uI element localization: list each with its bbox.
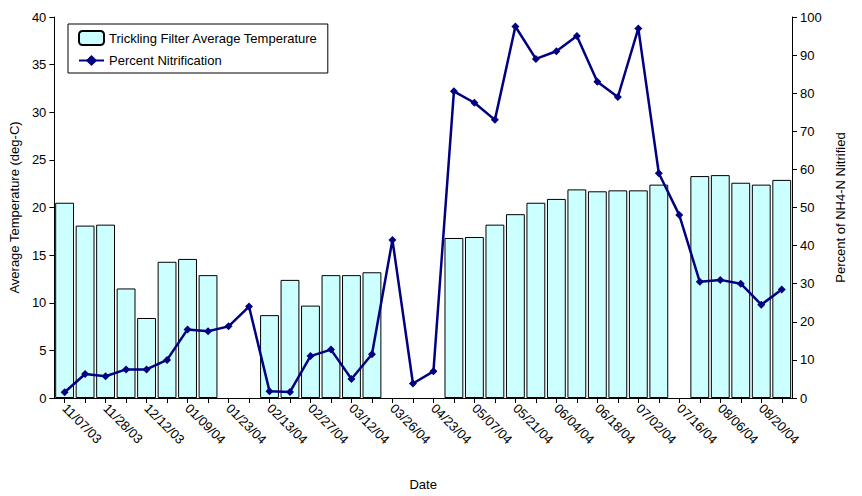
svg-text:10: 10 bbox=[32, 295, 46, 310]
svg-text:5: 5 bbox=[39, 343, 46, 358]
svg-text:Trickling Filter Average Tempe: Trickling Filter Average Temperature bbox=[109, 31, 317, 46]
svg-text:06/18/04: 06/18/04 bbox=[592, 401, 638, 447]
svg-text:07/16/04: 07/16/04 bbox=[674, 401, 720, 447]
svg-text:Percent of NH4-N Nitrified: Percent of NH4-N Nitrified bbox=[833, 132, 848, 282]
svg-text:01/09/04: 01/09/04 bbox=[182, 401, 228, 447]
svg-text:100: 100 bbox=[800, 10, 822, 25]
svg-text:11/28/03: 11/28/03 bbox=[100, 401, 146, 447]
svg-text:08/06/04: 08/06/04 bbox=[715, 401, 761, 447]
svg-text:40: 40 bbox=[32, 10, 46, 25]
svg-text:15: 15 bbox=[32, 248, 46, 263]
svg-text:40: 40 bbox=[800, 238, 814, 253]
svg-text:07/02/04: 07/02/04 bbox=[633, 401, 679, 447]
svg-text:20: 20 bbox=[800, 314, 814, 329]
svg-text:08/20/04: 08/20/04 bbox=[756, 401, 802, 447]
svg-text:06/04/04: 06/04/04 bbox=[551, 401, 597, 447]
svg-text:0: 0 bbox=[39, 391, 46, 406]
svg-text:20: 20 bbox=[32, 200, 46, 215]
svg-text:0: 0 bbox=[800, 391, 807, 406]
svg-text:01/23/04: 01/23/04 bbox=[223, 401, 269, 447]
svg-text:Percent Nitrification: Percent Nitrification bbox=[109, 53, 222, 68]
svg-text:30: 30 bbox=[800, 276, 814, 291]
svg-text:50: 50 bbox=[800, 200, 814, 215]
svg-text:11/07/03: 11/07/03 bbox=[59, 401, 105, 447]
svg-text:80: 80 bbox=[800, 86, 814, 101]
svg-text:03/26/04: 03/26/04 bbox=[387, 401, 433, 447]
svg-text:25: 25 bbox=[32, 152, 46, 167]
svg-text:03/12/04: 03/12/04 bbox=[346, 401, 392, 447]
svg-text:Average Temperature (deg-C): Average Temperature (deg-C) bbox=[7, 121, 22, 293]
svg-text:05/07/04: 05/07/04 bbox=[469, 401, 515, 447]
svg-text:04/23/04: 04/23/04 bbox=[428, 401, 474, 447]
svg-text:Date: Date bbox=[409, 477, 436, 492]
svg-text:60: 60 bbox=[800, 162, 814, 177]
svg-text:70: 70 bbox=[800, 124, 814, 139]
svg-text:02/27/04: 02/27/04 bbox=[305, 401, 351, 447]
svg-text:10: 10 bbox=[800, 352, 814, 367]
svg-text:90: 90 bbox=[800, 48, 814, 63]
svg-text:35: 35 bbox=[32, 57, 46, 72]
svg-text:12/12/03: 12/12/03 bbox=[141, 401, 187, 447]
svg-text:30: 30 bbox=[32, 105, 46, 120]
svg-text:05/21/04: 05/21/04 bbox=[510, 401, 556, 447]
svg-text:02/13/04: 02/13/04 bbox=[264, 401, 310, 447]
